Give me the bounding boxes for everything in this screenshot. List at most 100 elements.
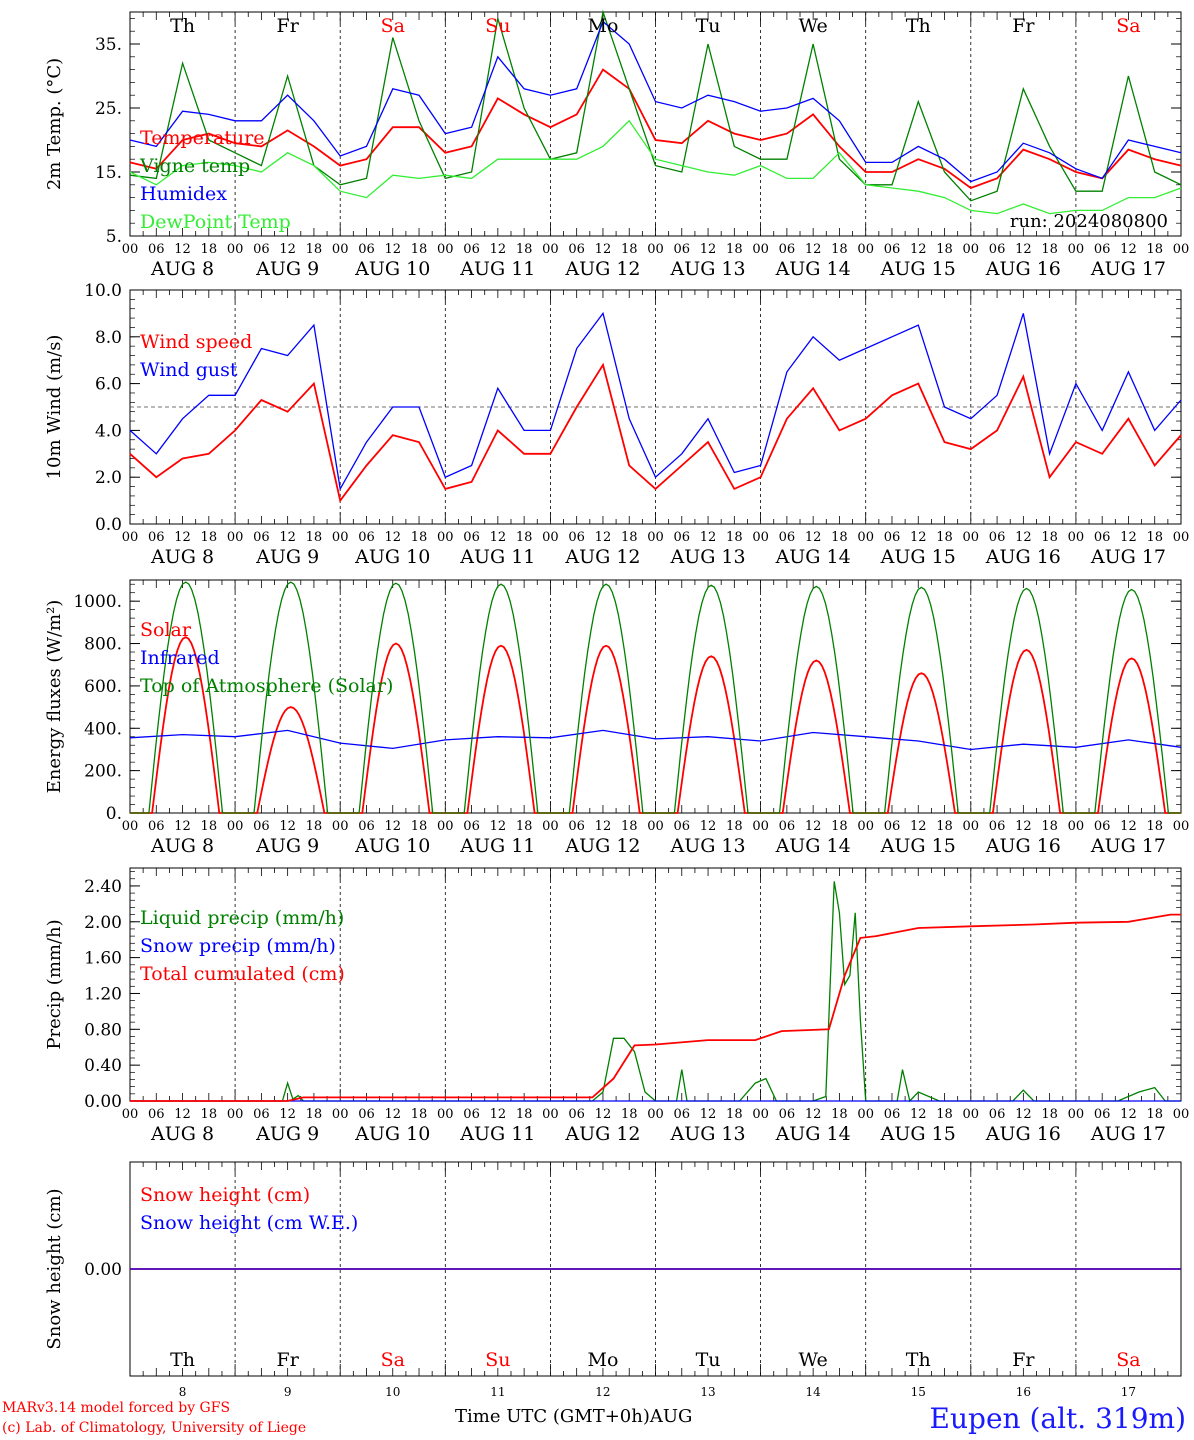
- hour-label: 18: [201, 242, 218, 257]
- weekday-label: Fr: [277, 1349, 300, 1371]
- series-line-green: [130, 581, 1181, 814]
- hour-label: 12: [174, 819, 191, 834]
- date-label: AUG 13: [669, 1123, 745, 1145]
- hour-label: 00: [332, 242, 349, 257]
- hour-label: 12: [1015, 819, 1032, 834]
- hour-label: 12: [805, 1107, 822, 1122]
- hour-label: 12: [384, 242, 401, 257]
- hour-label: 18: [1041, 530, 1058, 545]
- series-line-lightgreen: [129, 119, 1182, 215]
- weekday-label: Su: [485, 15, 510, 37]
- hour-label: 18: [306, 242, 323, 257]
- date-label: AUG 11: [459, 835, 535, 857]
- date-label: AUG 9: [255, 835, 319, 857]
- date-label: AUG 16: [985, 1123, 1061, 1145]
- run-label: run: 2024080800: [1010, 211, 1168, 232]
- date-label: AUG 11: [459, 258, 535, 280]
- hour-label: 18: [936, 530, 953, 545]
- date-label: AUG 12: [564, 546, 640, 568]
- hour-label: 18: [411, 819, 428, 834]
- day-number-label: 10: [385, 1385, 400, 1399]
- y-axis-label: 2m Temp. (°C): [44, 58, 65, 190]
- hour-label: 12: [700, 819, 717, 834]
- y-tick-label: 0.80: [84, 1020, 122, 1040]
- hour-label: 12: [1015, 530, 1032, 545]
- hour-label: 12: [805, 242, 822, 257]
- hour-label: 18: [516, 1107, 533, 1122]
- hour-label: 00: [857, 819, 874, 834]
- hour-label: 06: [568, 819, 585, 834]
- y-tick-label: 0.: [106, 804, 122, 824]
- hour-label: 00: [857, 1107, 874, 1122]
- hour-label: 18: [1041, 819, 1058, 834]
- hour-label: 12: [279, 242, 296, 257]
- date-label: AUG 16: [985, 546, 1061, 568]
- hour-label: 00: [647, 819, 664, 834]
- hour-label: 18: [411, 242, 428, 257]
- hour-label: 18: [1146, 1107, 1163, 1122]
- hour-label: 06: [148, 819, 165, 834]
- date-label: AUG 12: [564, 835, 640, 857]
- date-label: AUG 9: [255, 546, 319, 568]
- credit-model: MARv3.14 model forced by GFS: [2, 1400, 231, 1416]
- legend-label: Infrared: [140, 647, 220, 669]
- y-tick-label: 0.00: [84, 1092, 122, 1112]
- date-label: AUG 10: [354, 546, 430, 568]
- panel-5: 0.00 Snow height (cm) Snow height (cm) Snow…: [44, 1161, 1182, 1377]
- hour-label: 00: [963, 1107, 980, 1122]
- legend-label: Snow height (cm W.E.): [140, 1212, 358, 1234]
- day-number-label: 11: [490, 1385, 505, 1399]
- credit-lab: (c) Lab. of Climatology, University of L…: [2, 1420, 307, 1436]
- hour-label: 00: [1068, 242, 1085, 257]
- series-line-blue: [129, 311, 1182, 491]
- hour-label: 06: [463, 530, 480, 545]
- hour-label: 06: [989, 819, 1006, 834]
- hour-label: 00: [1173, 1107, 1190, 1122]
- hour-label: 18: [831, 242, 848, 257]
- y-tick-label: 35.: [95, 35, 122, 55]
- date-label: AUG 12: [564, 1123, 640, 1145]
- hour-label: 06: [463, 242, 480, 257]
- legend-label: DewPoint Temp: [140, 211, 291, 233]
- hour-label: 18: [936, 242, 953, 257]
- date-label: AUG 13: [669, 258, 745, 280]
- hour-label: 12: [384, 1107, 401, 1122]
- y-tick-label: 400.: [84, 719, 122, 739]
- weekday-label: Sa: [381, 1349, 405, 1371]
- hour-label: 06: [1094, 530, 1111, 545]
- hour-label: 06: [779, 1107, 796, 1122]
- hour-label: 12: [595, 1107, 612, 1122]
- y-tick-label: 8.0: [95, 328, 122, 348]
- hour-label: 06: [358, 530, 375, 545]
- hour-label: 00: [542, 819, 559, 834]
- y-axis-label: Snow height (cm): [44, 1188, 65, 1349]
- hour-label: 00: [1173, 242, 1190, 257]
- hour-label: 00: [542, 1107, 559, 1122]
- hour-label: 06: [253, 819, 270, 834]
- hour-label: 12: [1015, 242, 1032, 257]
- date-label: AUG 14: [775, 258, 851, 280]
- hour-label: 18: [201, 819, 218, 834]
- date-label: AUG 10: [354, 835, 430, 857]
- hour-label: 00: [647, 1107, 664, 1122]
- hour-label: 18: [621, 819, 638, 834]
- hour-label: 12: [805, 530, 822, 545]
- hour-label: 18: [1146, 242, 1163, 257]
- hour-label: 12: [384, 530, 401, 545]
- date-label: AUG 15: [880, 258, 956, 280]
- panel-frame: [129, 11, 1182, 237]
- hour-label: 00: [1068, 819, 1085, 834]
- hour-label: 06: [884, 819, 901, 834]
- hour-label: 06: [148, 1107, 165, 1122]
- hour-label: 06: [674, 242, 691, 257]
- date-label: AUG 17: [1090, 1123, 1166, 1145]
- hour-label: 12: [490, 1107, 507, 1122]
- y-axis-label: Precip (mm/h): [44, 919, 65, 1049]
- hour-label: 12: [700, 530, 717, 545]
- hour-label: 12: [595, 819, 612, 834]
- series-line-red: [129, 362, 1182, 503]
- meteogram-chart: 5. 15. 25. 35. 2m Temp. (°C) Temperature Vigne…: [44, 9, 1190, 1399]
- date-label: AUG 11: [459, 1123, 535, 1145]
- hour-label: 18: [1146, 819, 1163, 834]
- hour-label: 18: [201, 1107, 218, 1122]
